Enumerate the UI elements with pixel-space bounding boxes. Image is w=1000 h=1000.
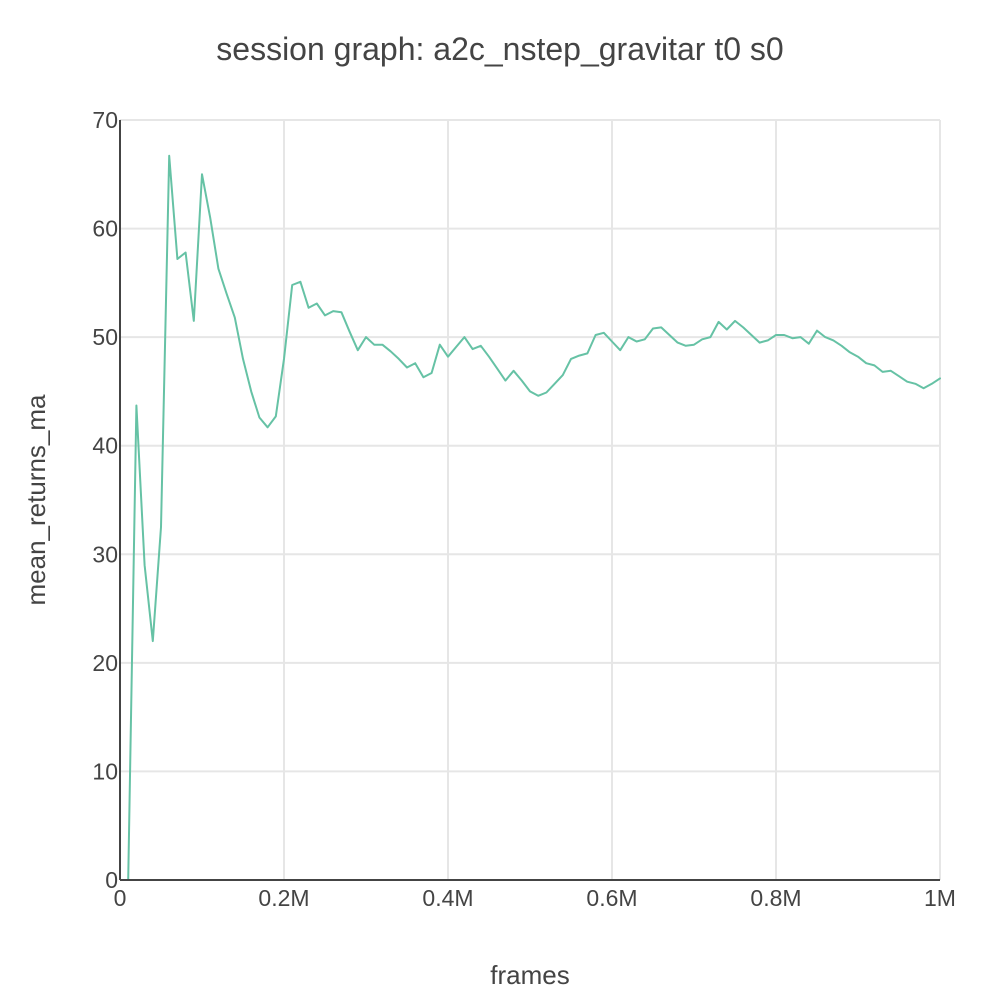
y-tick-label: 40 [92,433,118,459]
y-tick-label: 70 [92,107,118,133]
x-tick-label: 0.2M [258,885,309,911]
y-tick-label: 20 [92,650,118,676]
y-tick-label: 0 [105,867,118,893]
series-layer [127,154,941,881]
series-line [127,154,941,881]
x-tick-label: 0.8M [750,885,801,911]
gridlines [120,119,941,880]
tick-labels: 0 0.2M 0.4M 0.6M 0.8M 1M 0 10 20 30 40 50 60 70 [92,107,956,911]
x-tick-label: 1M [924,885,956,911]
x-tick-label: 0 [114,885,127,911]
axes [119,120,940,881]
y-tick-label: 10 [92,758,118,784]
x-axis-title: frames [490,960,569,990]
y-tick-label: 50 [92,324,118,350]
x-tick-label: 0.4M [422,885,473,911]
x-tick-label: 0.6M [586,885,637,911]
chart-title: session graph: a2c_nstep_gravitar t0 s0 [216,31,783,67]
y-tick-label: 60 [92,216,118,242]
y-tick-label: 30 [92,541,118,567]
y-axis-title: mean_returns_ma [21,394,51,606]
